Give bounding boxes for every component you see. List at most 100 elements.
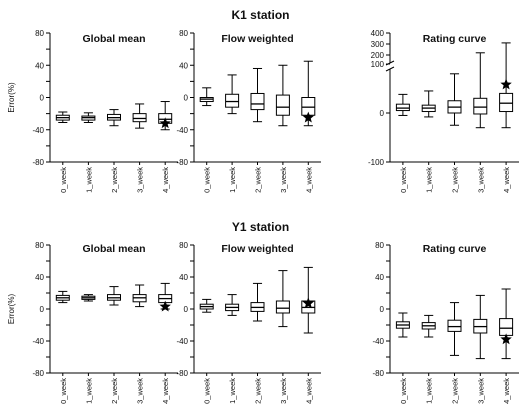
y-tick-label: -40 <box>32 337 44 346</box>
x-tick-label: 4_week <box>304 167 313 193</box>
y-tick-label: 200 <box>371 51 385 60</box>
y-axis-label: Error(%) <box>7 82 16 113</box>
box-2_week: 2_week <box>250 67 265 193</box>
x-tick-label: 2_week <box>254 167 263 193</box>
box-2_week: 2_week <box>447 73 462 193</box>
x-tick-label: 4_week <box>502 378 511 404</box>
box-3_week: 3_week <box>132 103 147 193</box>
x-tick-label: 2_week <box>451 378 460 404</box>
box-iqr <box>473 97 488 115</box>
y-tick-label: 0 <box>184 305 189 314</box>
chart-y1-global-mean: -80 -40 0 40 80 Global mean Error(%) 0_week 1_we… <box>7 241 178 404</box>
x-tick-label: 0_week <box>203 378 212 404</box>
box-3_week: 3_week <box>473 294 488 404</box>
star-marker <box>302 297 315 309</box>
chart-k1-flow-weighted: -80 -40 0 40 80 Flow weighted 0_week 1_week 2_we… <box>176 29 321 193</box>
chart-title: Flow weighted <box>221 243 293 255</box>
box-4_week: 4_week <box>499 42 514 193</box>
y-tick-label: -40 <box>32 126 44 135</box>
y-tick-label: -80 <box>32 369 44 378</box>
x-tick-label: 3_week <box>136 167 145 193</box>
y-tick-label: -40 <box>176 337 188 346</box>
box-4_week: 4_week <box>301 60 316 193</box>
x-tick-label: 0_week <box>399 167 408 193</box>
box-0_week: 0_week <box>199 87 214 193</box>
box-2_week: 2_week <box>250 282 265 404</box>
box-iqr <box>132 113 147 123</box>
box-1_week: 1_week <box>81 112 96 193</box>
box-iqr <box>395 103 410 112</box>
x-tick-label: 4_week <box>161 378 170 404</box>
y-tick-label: 80 <box>179 241 188 250</box>
box-4_week: 4_week <box>499 288 514 404</box>
x-tick-label: 2_week <box>254 378 263 404</box>
y-tick-label: 0 <box>40 94 45 103</box>
chart-title: Rating curve <box>423 33 487 45</box>
y-tick-label: 0 <box>184 94 189 103</box>
box-4_week: 4_week <box>301 266 316 404</box>
y-tick-label: -100 <box>368 158 385 167</box>
x-tick-label: 4_week <box>161 167 170 193</box>
box-4_week: 4_week <box>158 101 173 193</box>
y-tick-label: 40 <box>179 273 188 282</box>
y-tick-label: 400 <box>371 29 385 38</box>
axis-break-mark <box>385 66 395 72</box>
y-tick-label: -40 <box>372 337 384 346</box>
y-tick-label: 80 <box>375 241 384 250</box>
box-iqr <box>275 94 290 116</box>
y-tick-label: -80 <box>32 158 44 167</box>
box-0_week: 0_week <box>199 298 214 404</box>
chart-title: Global mean <box>82 243 145 255</box>
box-0_week: 0_week <box>55 290 70 404</box>
box-3_week: 3_week <box>275 64 290 193</box>
y-tick-label: 300 <box>371 40 385 49</box>
x-tick-label: 0_week <box>59 167 68 193</box>
box-iqr <box>275 300 290 314</box>
y-tick-label: 40 <box>35 273 44 282</box>
box-2_week: 2_week <box>107 109 121 193</box>
x-tick-label: 0_week <box>203 167 212 193</box>
star-marker <box>159 117 171 129</box>
x-tick-label: 3_week <box>136 378 145 404</box>
y-tick-label: -80 <box>372 369 384 378</box>
y-tick-label: -40 <box>176 126 188 135</box>
chart-title: Global mean <box>82 33 145 45</box>
x-tick-label: 3_week <box>279 378 288 404</box>
box-1_week: 1_week <box>421 90 436 193</box>
x-tick-label: 3_week <box>279 167 288 193</box>
x-tick-label: 2_week <box>110 167 119 193</box>
box-1_week: 1_week <box>421 314 436 404</box>
star-marker <box>500 333 512 345</box>
y-tick-label: 40 <box>179 61 188 70</box>
y-tick-label: 0 <box>380 305 385 314</box>
y-tick-label: 0 <box>380 109 385 118</box>
box-2_week: 2_week <box>447 302 462 404</box>
x-tick-label: 2_week <box>110 378 119 404</box>
star-marker <box>302 111 315 123</box>
box-3_week: 3_week <box>275 270 290 404</box>
y-tick-label: 80 <box>35 241 44 250</box>
box-0_week: 0_week <box>395 93 410 193</box>
y-tick-label: 80 <box>35 29 44 38</box>
y-tick-label: 40 <box>375 273 384 282</box>
box-iqr <box>499 318 514 336</box>
y-tick-label: -80 <box>176 158 188 167</box>
x-tick-label: 1_week <box>228 378 237 404</box>
x-tick-label: 3_week <box>476 167 485 193</box>
x-tick-label: 1_week <box>84 378 93 404</box>
y-tick-label: 100 <box>371 60 385 69</box>
x-tick-label: 1_week <box>84 167 93 193</box>
x-tick-label: 3_week <box>476 378 485 404</box>
y-tick-label: 40 <box>35 61 44 70</box>
box-1_week: 1_week <box>225 294 240 404</box>
x-tick-label: 1_week <box>228 167 237 193</box>
chart-title: Rating curve <box>423 243 487 255</box>
box-1_week: 1_week <box>225 74 240 193</box>
chart-k1-global-mean: -80 -40 0 40 80 Global mean Error(%) 0_week 1_we… <box>7 29 178 193</box>
chart-title: Flow weighted <box>221 33 293 45</box>
chart-y1-flow-weighted: -80 -40 0 40 80 Flow weighted 0_week 1_week 2_we… <box>176 241 321 404</box>
x-tick-label: 0_week <box>399 378 408 404</box>
